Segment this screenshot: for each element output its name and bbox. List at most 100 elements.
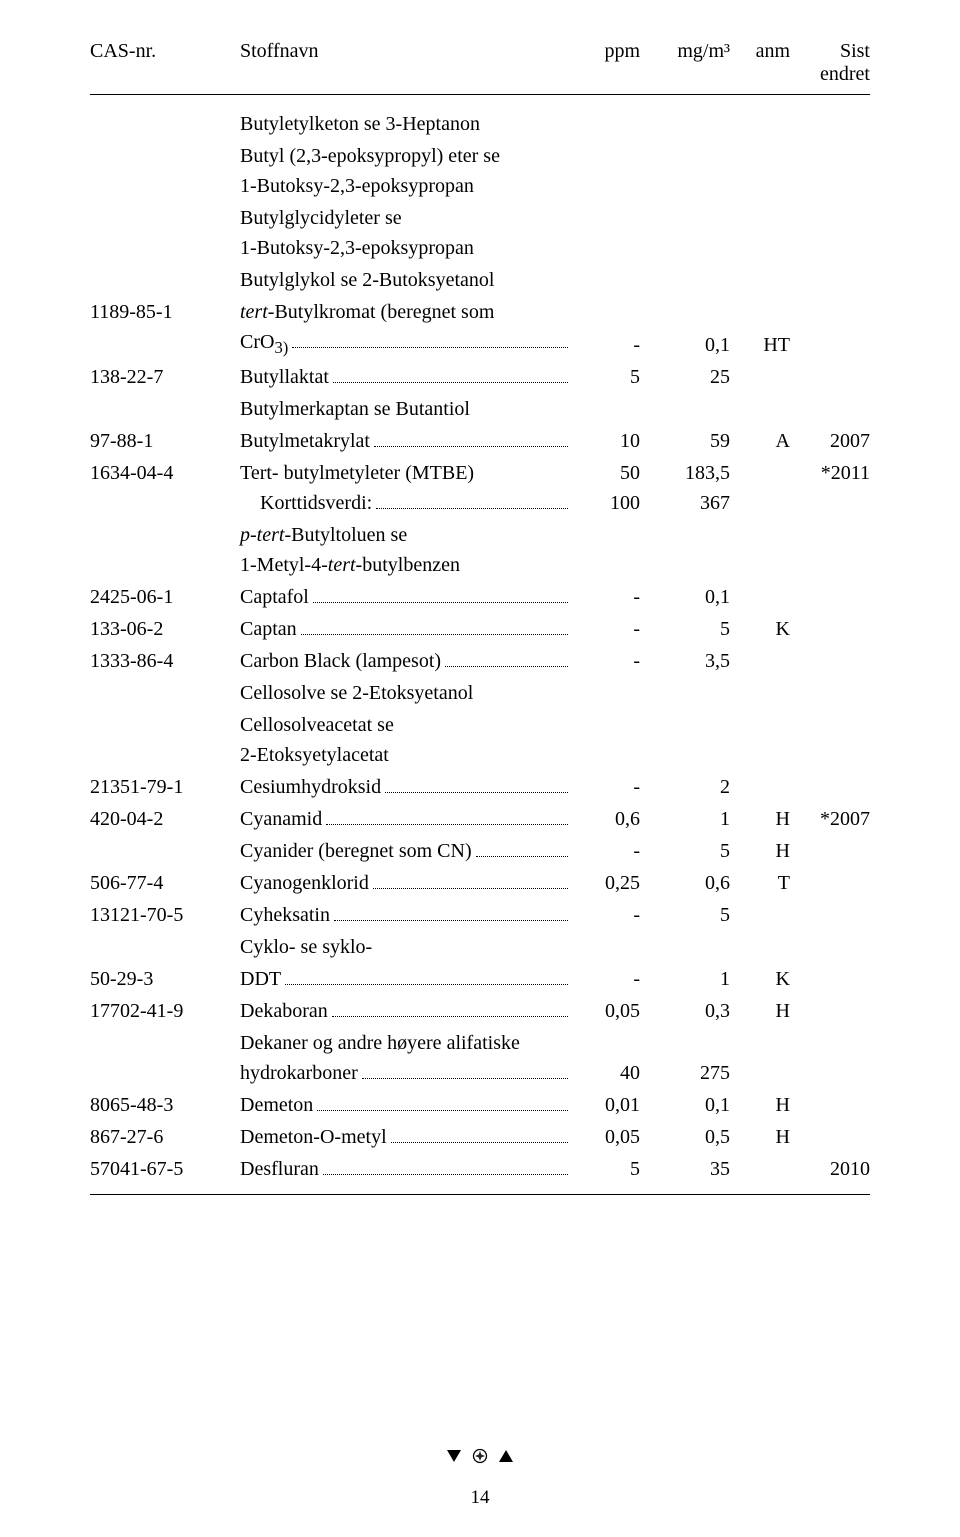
table-row: 1333-86-4Carbon Black (lampesot)-3,5: [90, 646, 870, 676]
ppm-cell: 10: [570, 426, 640, 456]
ppm-cell: -: [570, 330, 640, 360]
ppm-cell: 5: [570, 362, 640, 392]
ppm-cell: -: [570, 836, 640, 866]
ppm-cell: 0,05: [570, 1122, 640, 1152]
table-row: Dekaner og andre høyere alifatiskehydrok…: [90, 1028, 870, 1088]
table-row: 867-27-6Demeton-O-metyl0,050,5H: [90, 1122, 870, 1152]
ppm-cell: 0,6: [570, 804, 640, 834]
sist-cell: 2010: [790, 1154, 870, 1184]
mgm3-cell: 0,6: [640, 868, 730, 898]
anm-cell: H: [730, 1122, 790, 1152]
name-cell: Cellosolve se 2-Etoksyetanol: [240, 678, 570, 708]
cas-cell: 57041-67-5: [90, 1154, 240, 1184]
cas-cell: 21351-79-1: [90, 772, 240, 802]
ppm-cell: 0,05: [570, 996, 640, 1026]
name-cell: Butyl (2,3-epoksypropyl) eter se1-Butoks…: [240, 141, 570, 201]
cas-cell: 506-77-4: [90, 868, 240, 898]
sist-cell: *2011: [790, 458, 870, 488]
ppm-cell: -: [570, 964, 640, 994]
table-row: Cyanider (beregnet som CN)-5H: [90, 836, 870, 866]
mgm3-cell: 0,1: [640, 330, 730, 360]
mgm3-cell: 5: [640, 900, 730, 930]
cas-cell: 867-27-6: [90, 1122, 240, 1152]
ppm-cell: 0,25: [570, 868, 640, 898]
cas-cell: 8065-48-3: [90, 1090, 240, 1120]
table-row: 21351-79-1Cesiumhydroksid-2: [90, 772, 870, 802]
mgm3-cell: 5: [640, 614, 730, 644]
col-header-name: Stoffnavn: [240, 40, 570, 86]
footer-ornament-icon: [0, 1448, 960, 1469]
anm-cell: H: [730, 996, 790, 1026]
name-cell: Tert- butylmetyleter (MTBE) Korttidsverd…: [240, 458, 570, 518]
mgm3-cell: 0,1: [640, 1090, 730, 1120]
table-row: 420-04-2Cyanamid0,61H*2007: [90, 804, 870, 834]
table-row: Butylglycidyleter se1-Butoksy-2,3-epoksy…: [90, 203, 870, 263]
name-cell: Cyanogenklorid: [240, 868, 570, 898]
cas-cell: 138-22-7: [90, 362, 240, 392]
cas-cell: 97-88-1: [90, 426, 240, 456]
mgm3-cell: 59: [640, 426, 730, 456]
table-row: p-tert-Butyltoluen se1-Metyl-4-tert-buty…: [90, 520, 870, 580]
cas-cell: 2425-06-1: [90, 582, 240, 612]
name-cell: Butyletylketon se 3-Heptanon: [240, 109, 570, 139]
mgm3-cell: 0,3: [640, 996, 730, 1026]
cas-cell: 50-29-3: [90, 964, 240, 994]
ppm-cell: -: [570, 614, 640, 644]
name-cell: Captan: [240, 614, 570, 644]
table-row: 1189-85-1tert-Butylkromat (beregnet somC…: [90, 297, 870, 360]
name-cell: Demeton: [240, 1090, 570, 1120]
ppm-cell: 50100: [570, 458, 640, 518]
col-header-sist: Sist endret: [790, 40, 870, 86]
table-row: 8065-48-3Demeton0,010,1H: [90, 1090, 870, 1120]
name-cell: Butylglycidyleter se1-Butoksy-2,3-epoksy…: [240, 203, 570, 263]
mgm3-cell: 183,5367: [640, 458, 730, 518]
sist-cell: 2007: [790, 426, 870, 456]
cas-cell: 1634-04-4: [90, 458, 240, 488]
table-row: 50-29-3DDT-1K: [90, 964, 870, 994]
bottom-rule: [90, 1194, 870, 1195]
cas-cell: 13121-70-5: [90, 900, 240, 930]
table-row: 17702-41-9Dekaboran0,050,3H: [90, 996, 870, 1026]
name-cell: Captafol: [240, 582, 570, 612]
table-row: 57041-67-5Desfluran5352010: [90, 1154, 870, 1184]
name-cell: Cyklo- se syklo-: [240, 932, 570, 962]
anm-cell: K: [730, 964, 790, 994]
table-header: CAS-nr. Stoffnavn ppm mg/m³ anm Sist end…: [90, 40, 870, 95]
cas-cell: 17702-41-9: [90, 996, 240, 1026]
anm-cell: HT: [730, 330, 790, 360]
col-header-mgm3: mg/m³: [640, 40, 730, 86]
anm-cell: H: [730, 1090, 790, 1120]
col-header-cas: CAS-nr.: [90, 40, 240, 86]
cas-cell: 133-06-2: [90, 614, 240, 644]
ppm-cell: -: [570, 772, 640, 802]
name-cell: Cyheksatin: [240, 900, 570, 930]
name-cell: DDT: [240, 964, 570, 994]
ppm-cell: 0,01: [570, 1090, 640, 1120]
mgm3-cell: 1: [640, 964, 730, 994]
name-cell: Butylglykol se 2-Butoksyetanol: [240, 265, 570, 295]
sist-l1: Sist: [840, 40, 870, 62]
name-cell: Butyllaktat: [240, 362, 570, 392]
name-cell: tert-Butylkromat (beregnet somCrO3): [240, 297, 570, 360]
table-row: 133-06-2Captan-5K: [90, 614, 870, 644]
col-header-anm: anm: [730, 40, 790, 86]
table-row: 138-22-7Butyllaktat525: [90, 362, 870, 392]
table-row: 1634-04-4Tert- butylmetyleter (MTBE) Kor…: [90, 458, 870, 518]
name-cell: Demeton-O-metyl: [240, 1122, 570, 1152]
table-row: Butylmerkaptan se Butantiol: [90, 394, 870, 424]
name-cell: Cesiumhydroksid: [240, 772, 570, 802]
mgm3-cell: 275: [640, 1058, 730, 1088]
name-cell: Dekaner og andre høyere alifatiskehydrok…: [240, 1028, 570, 1088]
table-body: Butyletylketon se 3-HeptanonButyl (2,3-e…: [90, 109, 870, 1184]
anm-cell: K: [730, 614, 790, 644]
mgm3-cell: 35: [640, 1154, 730, 1184]
table-row: 2425-06-1Captafol-0,1: [90, 582, 870, 612]
table-row: 13121-70-5Cyheksatin-5: [90, 900, 870, 930]
ppm-cell: 40: [570, 1058, 640, 1088]
mgm3-cell: 1: [640, 804, 730, 834]
name-cell: Carbon Black (lampesot): [240, 646, 570, 676]
cas-cell: 1333-86-4: [90, 646, 240, 676]
sist-cell: *2007: [790, 804, 870, 834]
mgm3-cell: 2: [640, 772, 730, 802]
anm-cell: T: [730, 868, 790, 898]
